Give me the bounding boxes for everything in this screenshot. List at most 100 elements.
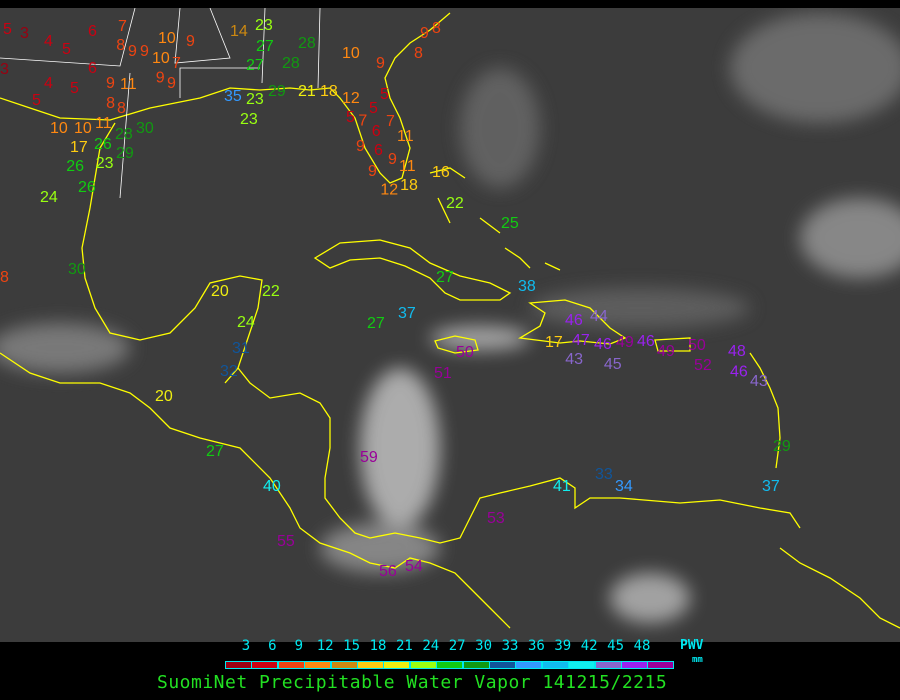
bahamas (429, 167, 561, 271)
station-pwv-label: 34 (615, 478, 633, 495)
station-pwv-label: 6 (374, 142, 383, 159)
station-pwv-label: 4 (44, 33, 53, 50)
scale-swatch (515, 661, 543, 669)
coastlines (0, 8, 900, 629)
station-pwv-label: 52 (694, 357, 712, 374)
station-pwv-label: 47 (572, 332, 590, 349)
cloud-layer (0, 13, 900, 623)
station-pwv-label: 50 (456, 344, 474, 361)
scale-swatch (409, 661, 437, 669)
station-pwv-label: 6 (88, 60, 97, 77)
station-pwv-label: 5 (369, 100, 378, 117)
scale-swatch (251, 661, 279, 669)
station-pwv-label: 17 (70, 139, 88, 156)
station-pwv-label: 7 (386, 113, 395, 130)
station-pwv-label: 28 (282, 55, 300, 72)
scale-swatch (357, 661, 384, 669)
station-pwv-label: 8 (106, 95, 115, 112)
station-pwv-label: 5 (346, 109, 355, 126)
station-pwv-label: 27 (246, 57, 264, 74)
station-pwv-label: 10 (152, 50, 170, 67)
station-pwv-label: 12 (380, 181, 398, 198)
station-pwv-label: 27 (206, 443, 224, 460)
station-pwv-label: 10 (342, 45, 360, 62)
infrared-background (0, 8, 900, 642)
station-pwv-label: 49 (616, 334, 634, 351)
scale-tick-label: 36 (527, 638, 545, 654)
scale-tick-label: 6 (268, 638, 277, 654)
station-pwv-label: 7 (118, 18, 127, 35)
station-pwv-label: 30 (136, 120, 154, 137)
station-pwv-label: 5 (380, 86, 389, 103)
station-pwv-label: 23 (240, 111, 258, 128)
station-pwv-label: 7 (358, 112, 367, 129)
scale-tick-label: 30 (475, 638, 493, 654)
station-pwv-label: 30 (68, 261, 86, 278)
station-pwv-label: 8 (117, 100, 126, 117)
station-pwv-label: 31 (232, 340, 250, 357)
station-pwv-label: 8 (116, 37, 125, 54)
scale-tick-label: 33 (501, 638, 519, 654)
scale-tick-label: 15 (343, 638, 361, 654)
hispaniola (518, 299, 627, 345)
scale-tick-label: 39 (554, 638, 572, 654)
station-pwv-label: 26 (94, 136, 112, 153)
station-pwv-label: 9 (420, 25, 429, 42)
station-pwv-label: 27 (256, 38, 274, 55)
scale-swatch (304, 661, 332, 669)
scale-swatch (225, 661, 252, 669)
station-pwv-label: 29 (116, 145, 134, 162)
station-pwv-label: 8 (0, 269, 9, 286)
station-pwv-label: 26 (66, 158, 84, 175)
station-pwv-label: 27 (367, 315, 385, 332)
scale-tick-label: 18 (369, 638, 387, 654)
scale-swatch (462, 661, 490, 669)
station-pwv-label: 3 (20, 25, 29, 42)
lesser-antilles (749, 352, 781, 469)
station-pwv-label: 46 (637, 333, 655, 350)
station-pwv-label: 54 (405, 558, 423, 575)
station-pwv-label: 56 (379, 563, 397, 580)
station-pwv-label: 20 (211, 283, 229, 300)
scale-tick-label: 27 (448, 638, 466, 654)
station-pwv-label: 29 (773, 438, 791, 455)
scale-swatch (330, 661, 358, 669)
station-pwv-label: 6 (372, 123, 381, 140)
station-pwv-label: 18 (320, 83, 338, 100)
station-pwv-label: 9 (128, 43, 137, 60)
station-pwv-label: 9 (167, 75, 176, 92)
station-pwv-label: 5 (70, 80, 79, 97)
station-pwv-label: 11 (120, 76, 137, 93)
station-pwv-label: 9 (186, 33, 195, 50)
us-state-borders (0, 8, 321, 199)
station-pwv-label: 38 (518, 278, 536, 295)
station-pwv-label: 11 (399, 158, 416, 175)
station-pwv-label: 11 (95, 115, 112, 132)
station-pwv-label: 5 (3, 21, 12, 38)
station-pwv-label: 22 (446, 195, 464, 212)
central-america-coast (0, 352, 511, 629)
station-pwv-label: 7 (172, 55, 181, 72)
station-pwv-label: 3 (0, 61, 9, 78)
station-pwv-label: 24 (40, 189, 58, 206)
station-pwv-label: 16 (432, 164, 450, 181)
station-pwv-label: 22 (262, 283, 280, 300)
station-pwv-label: 6 (88, 23, 97, 40)
station-pwv-label: 23 (246, 91, 264, 108)
station-pwv-label: 25 (501, 215, 519, 232)
caribbean-coast (237, 367, 801, 544)
scale-swatch (594, 661, 622, 669)
scale-tick-label: 3 (241, 638, 251, 654)
station-pwv-label: 14 (230, 23, 248, 40)
station-pwv-label: 45 (604, 356, 622, 373)
scale-swatch (568, 661, 596, 669)
units-label: PWV (680, 638, 704, 653)
mexico-coast (81, 122, 263, 384)
scale-swatch (541, 661, 569, 669)
station-pwv-label: 8 (414, 45, 423, 62)
scale-swatch (436, 661, 464, 669)
station-pwv-label: 46 (730, 364, 748, 381)
station-pwv-label: 5 (62, 41, 71, 58)
